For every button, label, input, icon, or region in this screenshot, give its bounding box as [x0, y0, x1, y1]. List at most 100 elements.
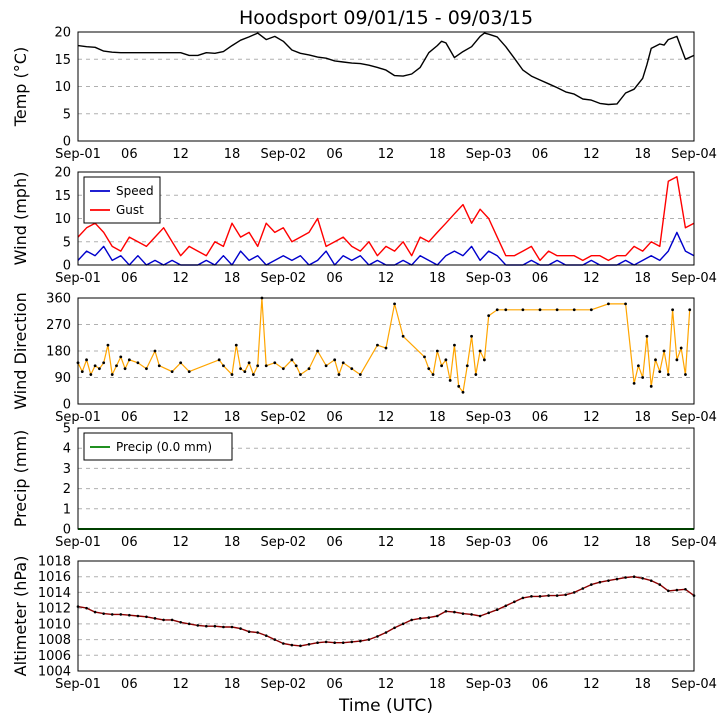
x-tick-label: Sep-02: [260, 677, 306, 692]
altimeter-point: [641, 576, 644, 580]
x-tick-label: Sep-02: [260, 410, 306, 425]
y-tick-label: 0: [63, 135, 71, 150]
x-tick-label: 18: [224, 271, 241, 286]
x-tick-label: 12: [172, 147, 189, 162]
y-tick-label: 360: [46, 292, 71, 307]
altimeter-point: [478, 614, 482, 618]
x-tick-label: 06: [532, 271, 549, 286]
direction-point: [649, 384, 653, 388]
x-tick-label: Sep-03: [466, 677, 512, 692]
altimeter-point: [264, 634, 268, 637]
direction-point: [157, 364, 161, 368]
x-tick-label: 06: [532, 147, 549, 162]
y-tick-label: 1010: [38, 617, 71, 632]
series-speed: [77, 231, 695, 266]
direction-point: [444, 358, 448, 362]
direction-point: [461, 390, 465, 394]
x-tick-label: 18: [224, 677, 241, 692]
altimeter-point: [504, 604, 508, 608]
direction-point: [97, 367, 101, 371]
altimeter-point: [572, 591, 576, 594]
x-tick-label: 18: [429, 410, 446, 425]
altimeter-point: [230, 625, 234, 629]
altimeter-point: [495, 608, 499, 612]
altimeter-point: [513, 600, 516, 604]
direction-point: [358, 373, 362, 376]
x-tick-label: Sep-04: [671, 147, 717, 162]
direction-point: [521, 308, 525, 312]
altimeter-point: [376, 635, 379, 638]
x-tick-label: 18: [634, 147, 651, 162]
altimeter-point: [667, 589, 670, 593]
direction-point: [435, 349, 439, 353]
altimeter-point: [256, 631, 259, 634]
altimeter-point: [299, 644, 302, 648]
y-tick-label: 2: [63, 482, 71, 497]
direction-point: [453, 343, 456, 347]
altimeter-point: [632, 575, 636, 579]
altimeter-point: [598, 580, 602, 584]
altimeter-point: [110, 613, 114, 616]
altimeter-point: [247, 630, 251, 634]
axes-frame: [77, 297, 695, 405]
direction-point: [179, 361, 183, 365]
y-tick-label: 1: [63, 502, 71, 517]
direction-point: [89, 373, 93, 376]
altimeter-point: [410, 618, 413, 622]
altimeter-point: [538, 595, 542, 598]
legend-box: [83, 176, 161, 224]
direction-point: [632, 381, 636, 385]
altimeter-point: [436, 614, 439, 618]
altimeter-point: [487, 611, 490, 615]
x-tick-label: 12: [172, 271, 189, 286]
x-tick-label: 18: [224, 147, 241, 162]
x-tick-label: Sep-01: [55, 147, 101, 162]
direction-point: [316, 349, 319, 353]
direction-point: [273, 361, 277, 365]
direction-point: [115, 364, 118, 368]
y-tick-label: 90: [54, 371, 71, 386]
axes-frame: [77, 31, 695, 142]
x-tick-label: 12: [378, 410, 395, 425]
altimeter-point: [359, 639, 362, 643]
altimeter-point: [521, 596, 525, 600]
direction-point: [110, 373, 114, 376]
altimeter-point: [213, 624, 217, 628]
y-tick-label: 5: [63, 235, 71, 250]
x-tick-label: 18: [224, 535, 241, 550]
x-tick-label: Sep-02: [260, 535, 306, 550]
x-axis-label: Time (UTC): [338, 696, 433, 716]
direction-point: [256, 364, 260, 368]
direction-point: [607, 302, 610, 306]
altimeter-point: [427, 616, 431, 619]
direction-point: [538, 308, 542, 312]
direction-point: [470, 334, 473, 338]
x-tick-label: 06: [532, 535, 549, 550]
altimeter-point: [684, 587, 687, 591]
legend-label-gust: Gust: [116, 203, 144, 217]
x-tick-label: Sep-04: [671, 410, 717, 425]
axes-frame: [77, 427, 695, 530]
altimeter-point: [350, 640, 354, 644]
direction-point: [136, 361, 140, 365]
x-tick-label: 12: [172, 410, 189, 425]
x-tick-label: Sep-01: [55, 271, 101, 286]
x-tick-label: 06: [326, 535, 343, 550]
altimeter-point: [145, 615, 148, 619]
x-tick-label: 06: [326, 147, 343, 162]
altimeter-point: [136, 614, 140, 618]
direction-point: [333, 358, 337, 362]
altimeter-point: [239, 627, 242, 630]
direction-point: [230, 373, 234, 376]
y-tick-label: 3: [63, 462, 71, 477]
x-tick-label: Sep-04: [671, 677, 717, 692]
altimeter-point: [316, 641, 319, 645]
altimeter-point: [649, 579, 653, 582]
direction-point: [427, 367, 431, 371]
axes-frame: [77, 171, 695, 266]
direction-point: [217, 358, 221, 362]
x-tick-label: 12: [583, 677, 600, 692]
direction-point: [127, 358, 131, 362]
